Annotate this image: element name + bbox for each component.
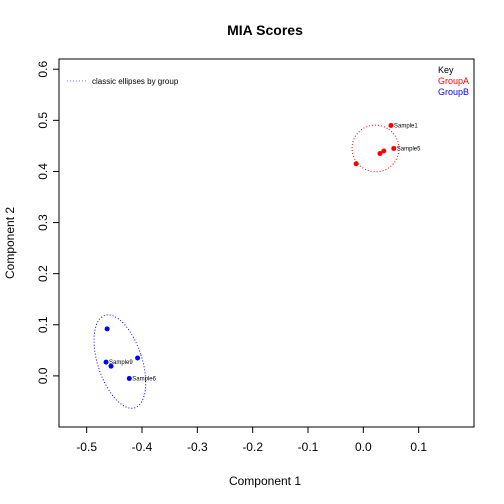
y-tick-label: 0.6 xyxy=(36,61,50,78)
data-point xyxy=(388,122,394,128)
y-tick-label: 0.5 xyxy=(36,112,50,129)
point-label: Sample6 xyxy=(132,376,156,382)
ellipse-groupb xyxy=(93,314,147,409)
y-axis: 0.0 0.1 0.2 0.3 0.4 0.5 0.6 xyxy=(36,61,59,384)
point-label: Sample1 xyxy=(394,123,418,129)
data-point xyxy=(353,161,359,167)
x-tick-label: -0.2 xyxy=(242,440,263,454)
data-point xyxy=(381,148,387,154)
data-point xyxy=(377,151,383,157)
x-tick-label: -0.1 xyxy=(298,440,319,454)
ellipse-groupa xyxy=(351,124,400,173)
y-axis-label: Component 2 xyxy=(3,207,17,279)
plot-frame xyxy=(58,58,475,428)
data-point xyxy=(103,359,109,365)
x-axis: -0.5 -0.4 -0.3 -0.2 -0.1 0.0 0.1 xyxy=(76,427,427,454)
key-title: Key xyxy=(438,65,454,75)
data-points xyxy=(103,122,397,381)
x-tick-label: -0.5 xyxy=(76,440,97,454)
group-key: Key GroupA GroupB xyxy=(438,65,469,97)
data-point xyxy=(135,355,141,361)
x-tick-label: 0.0 xyxy=(355,440,372,454)
point-label: Sample9 xyxy=(109,360,133,366)
y-tick-label: 0.0 xyxy=(36,367,50,384)
x-tick-label: -0.4 xyxy=(132,440,153,454)
point-labels: Sample1 Sample5 Sample9 Sample6 xyxy=(109,123,421,382)
data-point xyxy=(104,326,110,332)
key-entry-group-a: GroupA xyxy=(438,76,469,86)
y-tick-label: 0.2 xyxy=(36,265,50,282)
y-tick-label: 0.3 xyxy=(36,214,50,231)
y-tick-label: 0.1 xyxy=(36,316,50,333)
data-point xyxy=(126,375,132,381)
legend-text: classic ellipses by group xyxy=(92,77,179,86)
ellipse-legend: classic ellipses by group xyxy=(67,77,179,86)
chart-title: MIA Scores xyxy=(227,22,303,38)
data-point xyxy=(391,145,397,151)
data-point xyxy=(108,363,114,369)
key-entry-group-b: GroupB xyxy=(438,87,469,97)
point-label: Sample5 xyxy=(397,146,421,152)
x-tick-label: -0.3 xyxy=(187,440,208,454)
x-tick-label: 0.1 xyxy=(410,440,427,454)
x-axis-label: Component 1 xyxy=(229,474,301,488)
y-tick-label: 0.4 xyxy=(36,163,50,180)
group-ellipses xyxy=(93,124,400,409)
